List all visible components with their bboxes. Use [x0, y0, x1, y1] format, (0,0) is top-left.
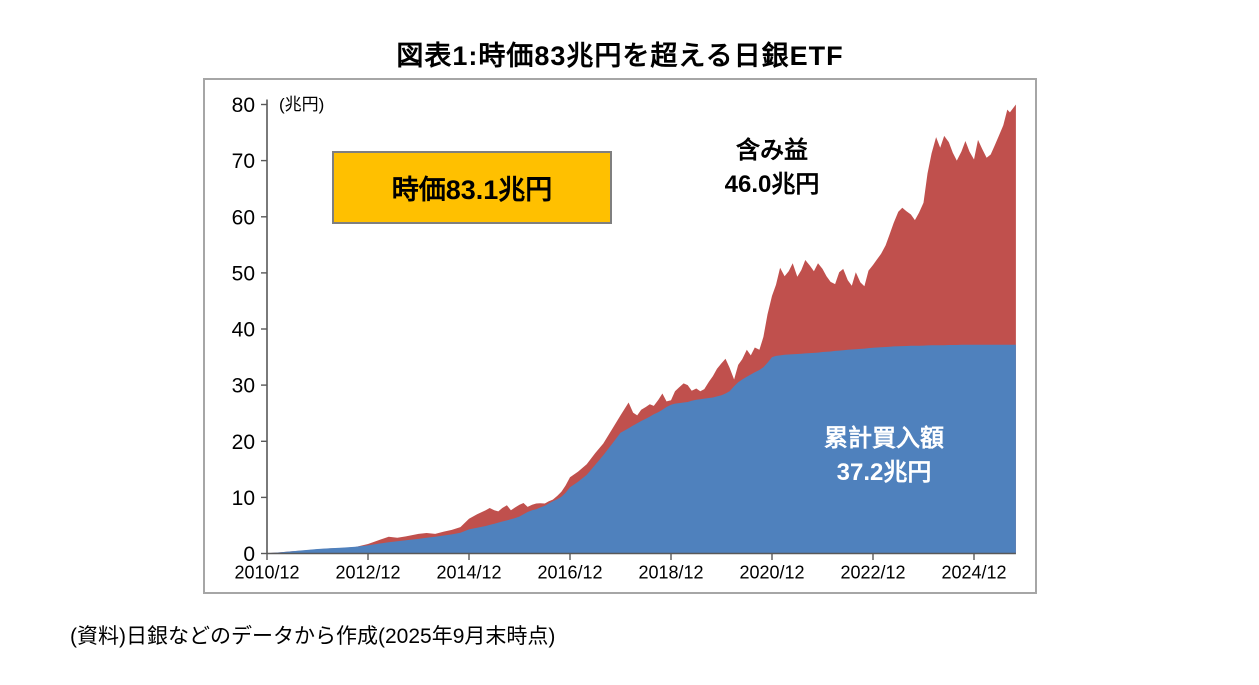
x-axis-tick-label: 2018/12 [638, 563, 703, 583]
market-value-callout-text: 時価83.1兆円 [391, 175, 553, 205]
x-axis-tick-label: 2020/12 [739, 563, 804, 583]
y-axis-tick-label: 70 [232, 150, 255, 173]
x-axis-tick-label: 2010/12 [234, 563, 299, 583]
x-axis-tick-label: 2022/12 [840, 563, 905, 583]
y-axis-tick-label: 10 [232, 487, 255, 510]
market-value-callout-box: 時価83.1兆円 [332, 151, 612, 224]
y-axis-tick-label: 40 [232, 319, 255, 342]
source-caption: (資料)日銀などのデータから作成(2025年9月末時点) [70, 625, 556, 648]
x-axis-tick-label: 2024/12 [941, 563, 1006, 583]
cumulative-purchase-label: 累計買入額 37.2兆円 [784, 422, 984, 490]
x-axis-tick-label: 2014/12 [436, 563, 501, 583]
page-title: 図表1:時価83兆円を超える日銀ETF [396, 41, 844, 71]
unrealized-gain-label-line1: 含み益 [736, 137, 808, 164]
y-axis-tick-label: 80 [232, 94, 255, 117]
y-axis-tick-label: 50 [232, 262, 255, 285]
y-axis-tick-label: 20 [232, 431, 255, 454]
y-axis-tick-label: 0 [243, 543, 255, 566]
x-axis-tick-label: 2012/12 [335, 563, 400, 583]
y-axis-tick-label: 60 [232, 206, 255, 229]
cumulative-purchase-label-line2: 37.2兆円 [836, 459, 932, 486]
unrealized-gain-label-line2: 46.0兆円 [724, 171, 820, 198]
y-axis-unit-label: (兆円) [279, 95, 325, 114]
y-axis-tick-label: 30 [232, 375, 255, 398]
unrealized-gain-label: 含み益 46.0兆円 [672, 134, 872, 202]
cumulative-purchase-area [267, 344, 1016, 554]
x-axis-tick-label: 2016/12 [537, 563, 602, 583]
chart-container: 0 10 20 30 40 50 60 70 80 2010/12 2012/12 2014/12 20… [203, 78, 1037, 594]
chart-svg: 0 10 20 30 40 50 60 70 80 2010/12 2012/12 2014/12 20… [232, 94, 1016, 583]
cumulative-purchase-label-line1: 累計買入額 [824, 425, 944, 452]
